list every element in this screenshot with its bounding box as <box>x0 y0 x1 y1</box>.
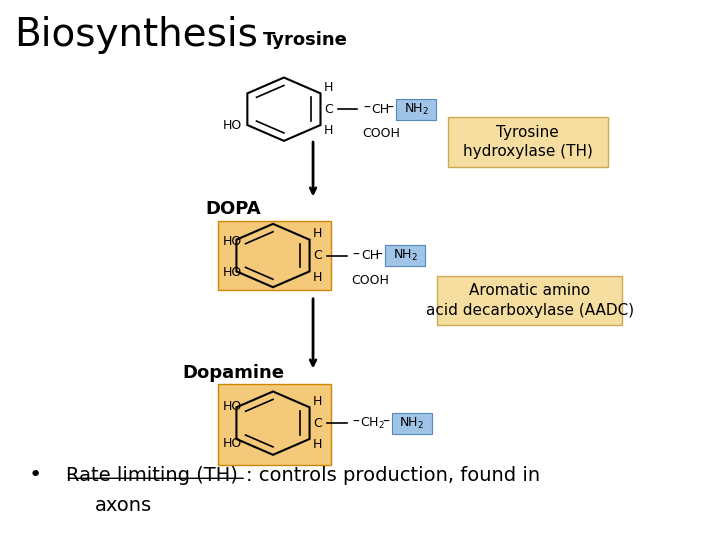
Text: NH$_2$: NH$_2$ <box>403 102 429 117</box>
Text: –: – <box>352 247 360 262</box>
Text: –: – <box>382 415 389 429</box>
Text: Aromatic amino
acid decarboxylase (AADC): Aromatic amino acid decarboxylase (AADC) <box>426 283 633 318</box>
Text: H: H <box>313 271 322 284</box>
Text: H: H <box>324 81 333 94</box>
FancyBboxPatch shape <box>218 384 331 465</box>
Text: HO: HO <box>223 437 242 450</box>
FancyBboxPatch shape <box>396 99 436 120</box>
Polygon shape <box>237 224 309 287</box>
Text: H: H <box>324 124 333 138</box>
Text: HO: HO <box>223 118 242 132</box>
Text: –: – <box>386 101 393 115</box>
Polygon shape <box>237 391 309 455</box>
Text: : controls production, found in: : controls production, found in <box>246 466 540 484</box>
Text: NH$_2$: NH$_2$ <box>392 248 418 263</box>
FancyBboxPatch shape <box>218 221 331 290</box>
Text: Tyrosine: Tyrosine <box>264 31 348 49</box>
FancyBboxPatch shape <box>448 117 608 167</box>
Polygon shape <box>248 78 320 141</box>
Text: CH: CH <box>361 249 379 262</box>
Text: NH$_2$: NH$_2$ <box>399 416 424 431</box>
Text: CH$_2$: CH$_2$ <box>360 416 385 431</box>
Text: –: – <box>352 415 360 429</box>
Text: COOH: COOH <box>351 274 389 287</box>
Text: HO: HO <box>223 400 242 413</box>
Text: H: H <box>313 438 322 452</box>
Text: H: H <box>313 227 322 240</box>
Text: •: • <box>29 465 42 485</box>
Text: Dopamine: Dopamine <box>182 364 284 382</box>
Text: HO: HO <box>223 235 242 248</box>
Text: HO: HO <box>223 266 242 280</box>
Text: C: C <box>313 249 322 262</box>
Text: Tyrosine
hydroxylase (TH): Tyrosine hydroxylase (TH) <box>463 124 593 159</box>
Text: COOH: COOH <box>362 127 400 140</box>
Text: H: H <box>313 395 322 408</box>
Text: C: C <box>313 417 322 430</box>
Text: –: – <box>363 101 371 115</box>
Text: Biosynthesis: Biosynthesis <box>15 16 258 55</box>
FancyBboxPatch shape <box>385 245 425 266</box>
Text: Rate limiting (TH): Rate limiting (TH) <box>66 466 237 484</box>
FancyBboxPatch shape <box>392 413 432 434</box>
Text: DOPA: DOPA <box>205 200 261 218</box>
Text: axons: axons <box>95 496 151 514</box>
FancyBboxPatch shape <box>437 276 622 325</box>
Text: –: – <box>375 247 382 262</box>
Text: CH: CH <box>372 103 389 116</box>
Text: C: C <box>324 103 333 116</box>
